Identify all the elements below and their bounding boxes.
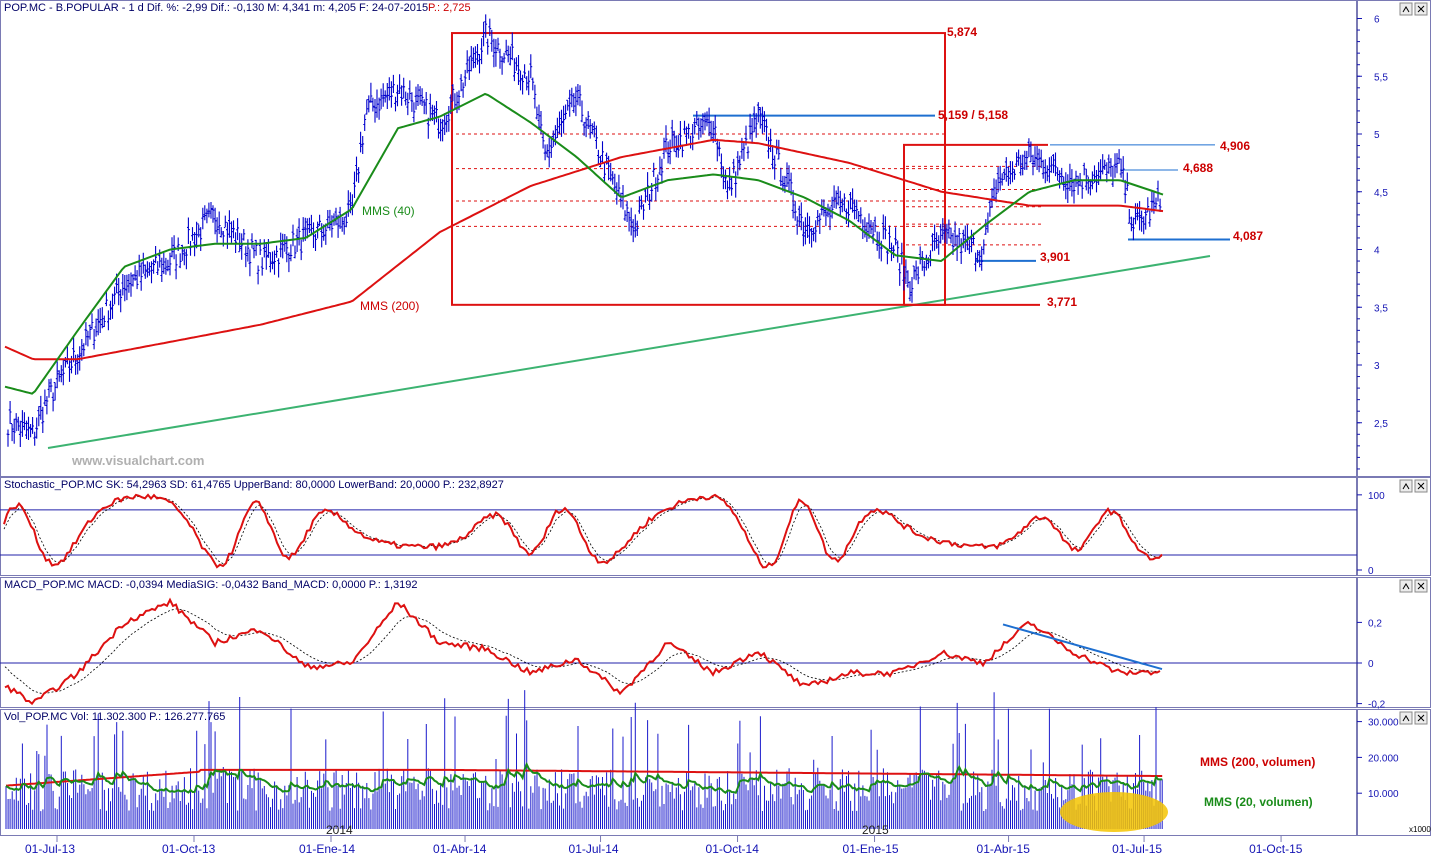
price-ytick-label: 2,5: [1374, 419, 1388, 430]
level-label-4087: 4,087: [1233, 229, 1263, 243]
price-ytick-label: 4,5: [1374, 188, 1388, 199]
volume-highlight-ellipse: [1060, 792, 1168, 832]
level-label-4688: 4,688: [1183, 161, 1213, 175]
price-header-p: P.: 2,725: [428, 2, 471, 14]
price-header: POP.MC - B.POPULAR - 1 d Dif. %: -2,99 D…: [4, 2, 428, 14]
vol-ytick-label: 20.000: [1368, 753, 1399, 764]
expand-icon: [1402, 483, 1410, 490]
stochastic-header: Stochastic_POP.MC SK: 54,2963 SD: 61,476…: [4, 479, 504, 491]
macd-divergence-line: [1002, 623, 1163, 671]
stoch-sd-line: [3, 495, 1163, 565]
price-panel: [47, 32, 1230, 449]
vol-mms20-line: [5, 761, 1163, 795]
stoch-ytick-label: 0: [1368, 566, 1374, 577]
macd-ytick-label: 0,2: [1368, 618, 1382, 629]
price-ytick-label: 5: [1374, 130, 1380, 141]
support-trendline: [47, 255, 1211, 449]
price-ytick-label: 3: [1374, 361, 1380, 372]
macd-ytick-label: -0,2: [1368, 700, 1386, 711]
xtick-label: 01-Abr-15: [977, 842, 1031, 856]
macd-header: MACD_POP.MC MACD: -0,0394 MediaSIG: -0,0…: [4, 579, 418, 591]
panel-expand-button[interactable]: [1399, 579, 1413, 593]
price-ohlc-path: [6, 14, 1162, 447]
axis-frames: [1357, 0, 1431, 836]
stoch-sk-line: [3, 493, 1163, 569]
level-label-4906: 4,906: [1220, 139, 1250, 153]
mms40-line: [4, 92, 1164, 395]
level-label-3771: 3,771: [1047, 295, 1077, 309]
level-label-5159: 5,159 / 5,158: [938, 108, 1008, 122]
vol-mms20-label: MMS (20, volumen): [1204, 795, 1313, 809]
vol-unit-label: x1000: [1409, 825, 1431, 834]
moving-averages: [4, 92, 1164, 395]
macd-ytick-label: 0: [1368, 659, 1374, 670]
volume-annotations: MMS (200, volumen) MMS (20, volumen) 201…: [326, 755, 1431, 837]
vol-mms200-label: MMS (200, volumen): [1200, 755, 1315, 769]
vol-ytick-label: 30.000: [1368, 718, 1399, 729]
volume-moving-averages: [5, 761, 1163, 795]
panel-expand-button[interactable]: [1399, 711, 1413, 725]
vol-mms200-line: [5, 768, 1163, 787]
xtick-label: 01-Ene-14: [299, 842, 355, 856]
xtick-label: 01-Jul-14: [569, 842, 619, 856]
panel-expand-button[interactable]: [1399, 479, 1413, 493]
axes: 6 5,5 5 4,5 4 3,5 3 2,5 100 0 0,2 0 -0,2 30.000 20.000…: [25, 15, 1399, 857]
panel-frames: [0, 0, 1357, 836]
macd-panel: [0, 597, 1357, 706]
mms200-line: [4, 138, 1164, 361]
close-icon: [1417, 582, 1425, 590]
volume-bars-path: [5, 690, 1163, 829]
year-label-2015: 2015: [862, 823, 889, 837]
expand-icon: [1402, 583, 1410, 590]
macd-line: [4, 597, 1161, 706]
vol-ytick-label: 10.000: [1368, 789, 1399, 800]
watermark: www.visualchart.com: [71, 453, 204, 468]
level-label-3901: 3,901: [1040, 250, 1070, 264]
expand-icon: [1402, 715, 1410, 722]
close-icon: [1417, 714, 1425, 722]
xtick-label: 01-Abr-14: [433, 842, 487, 856]
price-annotations: www.visualchart.com MMS (40) MMS (200) 5…: [71, 25, 1263, 468]
range-box-2: [903, 143, 1048, 305]
price-ytick-label: 5,5: [1374, 72, 1388, 83]
xtick-label: 01-Ene-15: [843, 842, 899, 856]
volume-bars: [5, 690, 1163, 829]
panel-expand-button[interactable]: [1399, 2, 1413, 16]
volume-highlight: [1060, 792, 1168, 832]
volume-header: Vol_POP.MC Vol: 11.302.300 P.: 126.277.7…: [4, 711, 225, 723]
xtick-label: 01-Jul-13: [25, 842, 75, 856]
xtick-label: 01-Oct-13: [162, 842, 216, 856]
panel-headers: POP.MC - B.POPULAR - 1 d Dif. %: -2,99 D…: [4, 2, 504, 723]
xtick-label: 01-Oct-14: [706, 842, 760, 856]
mms40-label: MMS (40): [362, 204, 415, 218]
price-ytick-label: 6: [1374, 15, 1380, 26]
close-icon: [1417, 482, 1425, 490]
macd-signal-line: [4, 608, 1160, 694]
xtick-label: 01-Oct-15: [1249, 842, 1303, 856]
price-ohlc-bars: [6, 14, 1162, 447]
price-ytick-label: 3,5: [1374, 303, 1388, 314]
stochastic-panel: [0, 493, 1357, 569]
stoch-ytick-label: 100: [1368, 491, 1385, 502]
expand-icon: [1402, 6, 1410, 13]
mms200-label: MMS (200): [360, 299, 419, 313]
price-ytick-label: 4: [1374, 246, 1380, 257]
panel-buttons[interactable]: [1399, 2, 1428, 725]
level-label-5874: 5,874: [947, 25, 977, 39]
close-icon: [1417, 5, 1425, 13]
xtick-label: 01-Jul-15: [1112, 842, 1162, 856]
year-label-2014: 2014: [326, 823, 353, 837]
